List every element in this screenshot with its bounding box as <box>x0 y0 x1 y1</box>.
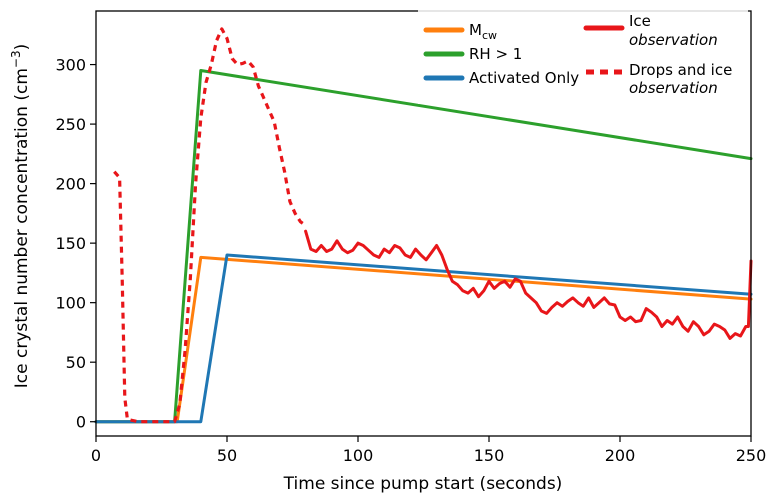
y-tick-label: 300 <box>55 56 86 75</box>
x-tick-label: 250 <box>736 446 767 465</box>
legend-label-mcw: Mcw <box>469 21 497 42</box>
legend-label-activated: Activated Only <box>469 69 579 87</box>
legend-label-ice-line2: observation <box>629 31 718 49</box>
x-tick-label: 200 <box>605 446 636 465</box>
legend-background <box>418 8 748 104</box>
legend-label-mcw-sub: cw <box>482 29 497 42</box>
ticks-layer: 0 50 100 150 200 250 0 50 100 150 200 250 300 <box>55 56 766 465</box>
y-axis-label-end: ) <box>12 44 32 51</box>
y-axis-label-exponent: −3 <box>9 50 23 68</box>
series-line-activated-only <box>94 253 753 424</box>
series-line-rh-1 <box>94 69 753 424</box>
legend-label-drops-ice-line2: observation <box>629 79 718 97</box>
x-tick-label: 100 <box>343 446 374 465</box>
x-tick-label: 0 <box>91 446 101 465</box>
y-tick-label: 150 <box>55 234 86 253</box>
y-tick-label: 0 <box>76 413 86 432</box>
legend-label-rh: RH > 1 <box>469 45 522 63</box>
y-tick-label: 250 <box>55 115 86 134</box>
x-axis-label: Time since pump start (seconds) <box>283 474 563 494</box>
legend-label-mcw-main: M <box>469 21 482 39</box>
y-tick-label: 100 <box>55 294 86 313</box>
x-tick-label: 150 <box>474 446 505 465</box>
y-axis-label: Ice crystal number concentration (cm−3) <box>9 44 32 388</box>
y-tick-label: 50 <box>66 353 86 372</box>
series-line-m <box>94 255 753 424</box>
series-layer <box>94 27 753 424</box>
y-tick-label: 200 <box>55 175 86 194</box>
legend-label-drops-ice: Drops and ice <box>629 61 732 79</box>
series-line-ice <box>304 229 753 340</box>
legend-label-ice: Ice <box>629 12 651 30</box>
x-tick-label: 50 <box>217 446 237 465</box>
legend: Mcw RH > 1 Activated Only Ice observatio… <box>418 8 748 104</box>
y-axis-label-main: Ice crystal number concentration (cm <box>12 68 32 388</box>
